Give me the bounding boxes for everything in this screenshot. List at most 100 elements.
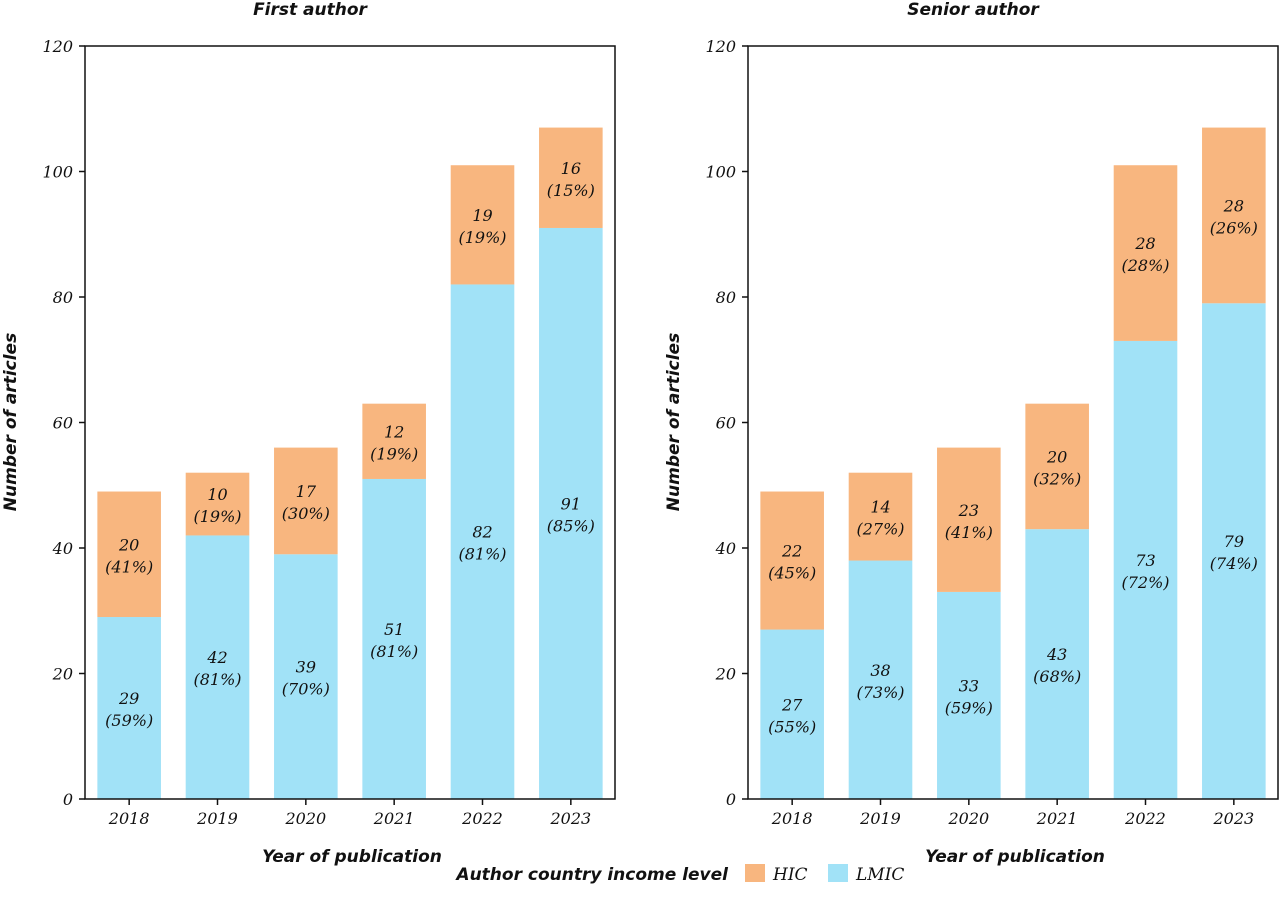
bar-lmic-2021 [362, 478, 426, 799]
bar-lmic-2022 [1113, 340, 1178, 799]
bar-lmic-2020 [274, 554, 338, 799]
data-label-percent: (45%) [768, 564, 816, 583]
data-label-value: 17 [296, 482, 317, 501]
data-label-value: 12 [384, 422, 404, 441]
bar-hic-2022 [450, 165, 515, 285]
bar-hic-2018 [760, 491, 824, 630]
bar-hic-2021 [362, 403, 426, 479]
data-label-percent: (70%) [282, 680, 330, 699]
y-tick-label: 60 [716, 414, 736, 433]
plot-area: 27 (55%) 22 (45%) 2018 38 (73%) 14 (27%) 2019 33 (5… [705, 37, 1279, 828]
y-axis-label: Number of articles [1, 333, 21, 511]
bar-hic-2019 [848, 472, 913, 561]
data-label-value: 91 [561, 494, 581, 513]
y-axis-label: Number of articles [664, 333, 684, 511]
y-tick-label: 100 [42, 163, 73, 182]
bar-lmic-2019 [185, 535, 250, 799]
data-label-value: 22 [781, 542, 802, 561]
bar-hic-2021 [1025, 403, 1089, 530]
data-label-value: 28 [1134, 234, 1155, 253]
bar-hic-2022 [1113, 165, 1178, 341]
y-tick-label: 0 [726, 790, 736, 809]
data-label-value: 79 [1224, 532, 1244, 551]
data-label-value: 33 [959, 676, 979, 695]
bar-lmic-2023 [1202, 303, 1266, 799]
data-label-percent: (19%) [458, 228, 506, 247]
legend-title: Author country income level [454, 865, 729, 885]
senior-author-panel: Senior author Number of articles Year of… [664, 0, 1279, 867]
y-tick-label: 100 [705, 163, 736, 182]
data-label-value: 38 [870, 661, 890, 680]
data-label-percent: (81%) [458, 545, 506, 564]
legend: Author country income level HIC LMIC [454, 864, 904, 885]
data-label-percent: (81%) [193, 670, 241, 689]
legend-label-lmic: LMIC [855, 865, 904, 885]
data-label-value: 29 [118, 689, 139, 708]
data-label-value: 27 [781, 695, 803, 714]
bar-lmic-2019 [848, 560, 913, 799]
data-label-value: 82 [472, 523, 492, 542]
y-tick-label: 80 [716, 288, 736, 307]
x-tick-label: 2020 [284, 809, 326, 828]
bar-hic-2020 [937, 447, 1001, 592]
bar-hic-2019 [185, 472, 250, 536]
panel-title: First author [253, 0, 368, 20]
data-label-value: 20 [118, 535, 139, 554]
panel-title: Senior author [907, 0, 1040, 20]
x-tick-label: 2020 [947, 809, 989, 828]
data-label-value: 51 [384, 620, 404, 639]
data-label-value: 73 [1135, 551, 1155, 570]
data-label-percent: (26%) [1210, 218, 1258, 237]
data-label-percent: (41%) [945, 523, 993, 542]
y-tick-label: 40 [52, 539, 73, 558]
data-label-percent: (68%) [1033, 667, 1081, 686]
data-label-percent: (55%) [768, 717, 816, 736]
x-tick-label: 2023 [1212, 809, 1254, 828]
data-label-percent: (81%) [370, 642, 418, 661]
data-label-percent: (27%) [856, 520, 904, 539]
x-axis-label: Year of publication [262, 847, 442, 867]
x-axis-label: Year of publication [925, 847, 1105, 867]
data-label-value: 43 [1046, 645, 1067, 664]
legend-swatch-hic [745, 864, 765, 882]
y-tick-label: 20 [52, 665, 73, 684]
x-tick-label: 2019 [196, 809, 238, 828]
data-label-percent: (59%) [945, 698, 993, 717]
data-label-percent: (28%) [1121, 256, 1169, 275]
bar-hic-2018 [97, 491, 161, 618]
data-label-value: 14 [870, 498, 890, 517]
x-tick-label: 2023 [549, 809, 591, 828]
data-label-value: 19 [472, 206, 492, 225]
y-tick-label: 80 [53, 288, 73, 307]
bar-hic-2020 [274, 447, 338, 555]
y-tick-label: 120 [42, 37, 73, 56]
data-label-value: 20 [1046, 447, 1067, 466]
first-author-panel: First author Number of articles Year of … [1, 0, 616, 867]
x-tick-label: 2018 [108, 809, 150, 828]
y-tick-label: 0 [63, 790, 73, 809]
x-tick-label: 2022 [1124, 809, 1166, 828]
data-label-value: 10 [207, 485, 227, 504]
bar-lmic-2023 [539, 227, 603, 800]
bar-lmic-2018 [97, 617, 161, 799]
x-tick-label: 2022 [461, 809, 503, 828]
data-label-percent: (19%) [193, 507, 241, 526]
data-label-percent: (74%) [1210, 554, 1258, 573]
plot-frame [747, 45, 1279, 800]
data-label-value: 23 [958, 501, 979, 520]
bar-lmic-2020 [937, 591, 1001, 799]
bar-hic-2023 [539, 127, 603, 228]
legend-swatch-lmic [828, 864, 848, 882]
data-label-percent: (30%) [282, 504, 330, 523]
data-label-value: 42 [206, 648, 227, 667]
bar-lmic-2022 [450, 284, 515, 799]
data-label-percent: (85%) [547, 516, 595, 535]
y-tick-label: 20 [715, 665, 736, 684]
plot-frame [84, 45, 616, 800]
data-label-percent: (41%) [105, 557, 153, 576]
data-label-percent: (59%) [105, 711, 153, 730]
x-tick-label: 2018 [771, 809, 813, 828]
data-label-value: 39 [296, 658, 316, 677]
y-tick-label: 40 [715, 539, 736, 558]
